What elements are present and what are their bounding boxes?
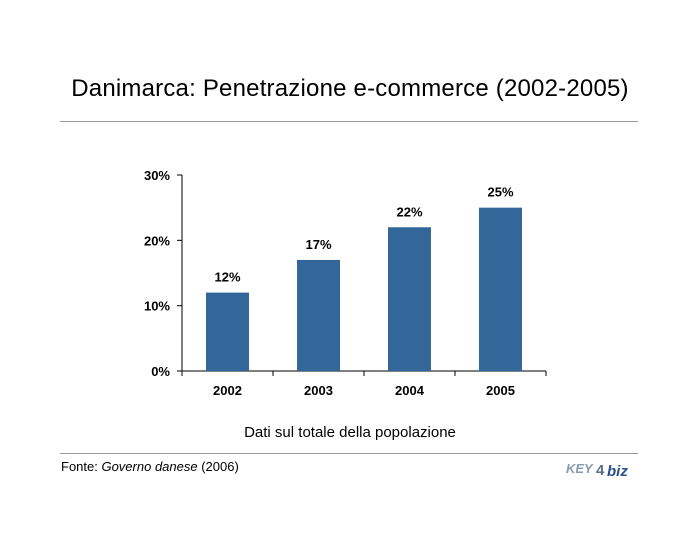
x-tick-label: 2005 <box>486 383 515 398</box>
y-tick-label: 10% <box>144 299 170 314</box>
bar-chart: 0% 10% 20% 30% 12% 2002 17% 2003 22% 2004 25% 2005 <box>144 168 547 398</box>
data-label: 25% <box>487 185 513 200</box>
logo-text-biz: biz <box>607 463 628 480</box>
chart-caption: Dati sul totale della popolazione <box>244 424 456 441</box>
chart-title: Danimarca: Penetrazione e-commerce (2002… <box>71 75 629 102</box>
data-label: 22% <box>396 204 422 219</box>
title-divider <box>60 121 638 122</box>
bar <box>388 227 431 371</box>
key4biz-logo: KEY 4 biz <box>566 461 628 480</box>
logo-text-4: 4 <box>596 462 605 479</box>
y-tick-label: 20% <box>144 233 170 248</box>
bar <box>479 207 522 371</box>
x-tick-label: 2002 <box>213 383 242 398</box>
source-name: Governo danese <box>101 459 198 474</box>
bar <box>206 292 249 371</box>
bar <box>297 259 340 371</box>
x-tick-label: 2004 <box>395 383 425 398</box>
data-label: 12% <box>214 270 240 285</box>
footer-divider <box>60 453 638 454</box>
source-note: Fonte: Governo danese (2006) <box>61 459 239 474</box>
source-suffix: (2006) <box>197 459 239 474</box>
source-prefix: Fonte: <box>61 459 102 474</box>
y-tick-label: 30% <box>144 168 170 183</box>
data-label: 17% <box>305 237 331 252</box>
logo-text-key: KEY <box>566 461 594 476</box>
y-tick-label: 0% <box>151 364 170 379</box>
x-tick-label: 2003 <box>304 383 333 398</box>
